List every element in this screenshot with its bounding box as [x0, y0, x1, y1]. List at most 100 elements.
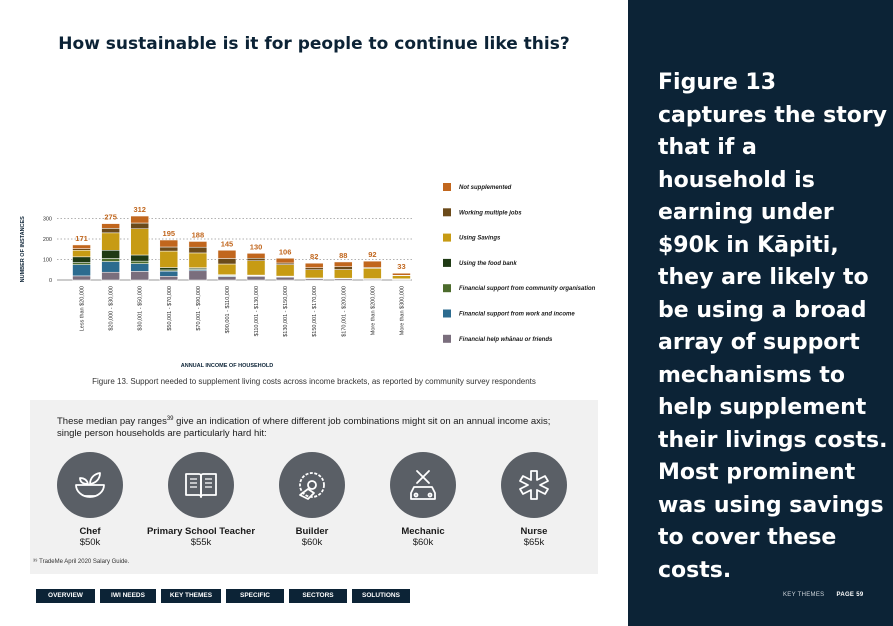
page-footer: KEY THEMES PAGE 59: [783, 592, 863, 598]
medical-star-icon: [519, 470, 549, 500]
chart-title: How sustainable is it for people to cont…: [58, 34, 570, 54]
bar-total-label: 275: [104, 213, 117, 222]
bar-segment: [275, 276, 295, 281]
bar-segment: [101, 223, 120, 229]
nav-sectors[interactable]: SECTORS: [289, 589, 347, 603]
bar-total-label: 145: [221, 239, 234, 248]
bar-segment: [101, 271, 120, 281]
bar-segment: [363, 268, 382, 279]
bar-segment: [130, 228, 149, 256]
job-chef: Chef $50k: [35, 452, 145, 548]
legend-swatch: [443, 334, 451, 343]
bar-total-label: 312: [133, 205, 146, 214]
legend-swatch: [443, 284, 451, 293]
y-tick-label: 0: [49, 278, 52, 284]
y-tick-label: 200: [43, 237, 52, 243]
bar-segment: [72, 264, 91, 277]
bar-segment: [304, 269, 324, 279]
bar-segment: [188, 241, 208, 248]
job-mechanic: Mechanic $60k: [368, 452, 478, 548]
bar-segment: [101, 261, 120, 273]
legend-label: Using Savings: [459, 236, 501, 242]
bar-segment: [334, 266, 353, 270]
bar-segment: [130, 215, 149, 224]
bar-total-label: 171: [75, 234, 88, 243]
bar-total-label: 106: [279, 247, 292, 256]
bar-segment: [246, 260, 266, 276]
bar-segment: [392, 272, 411, 276]
bar-segment: [334, 269, 353, 279]
x-tick-label: $70,001 - $90,000: [196, 286, 202, 331]
nav-solutions[interactable]: SOLUTIONS: [352, 589, 410, 603]
x-tick-label: $30,001 - $50,000: [138, 286, 144, 331]
sidebar-panel: Figure 13 captures the story that if a h…: [628, 0, 893, 626]
bar-total-label: 33: [397, 262, 405, 271]
bar-segment: [275, 258, 295, 264]
saw-icon: [299, 472, 325, 500]
bowl-icon: [75, 472, 105, 498]
stacked-bar-chart: 0 100 200 300 NUMBER OF INSTANCES 171 Less tha…: [20, 183, 596, 369]
bar-total-label: 92: [368, 250, 376, 259]
nav-overview[interactable]: OVERVIEW: [36, 589, 95, 603]
bar-segment: [72, 262, 91, 265]
legend-swatch: [443, 183, 451, 191]
x-tick-label: Less than $20,000: [80, 286, 86, 331]
job-teacher: Primary School Teacher $55k: [146, 452, 256, 548]
y-axis-label: NUMBER OF INSTANCES: [20, 216, 26, 283]
x-tick-label: More than $300,000: [399, 286, 405, 335]
bar-total-label: 88: [339, 251, 347, 260]
x-tick-label: $130,001 - $150,000: [283, 286, 289, 337]
pay-ranges-panel: These median pay ranges39 give an indica…: [30, 400, 598, 574]
sidebar-highlight-text: Figure 13 captures the story that if a h…: [658, 70, 888, 583]
bar-segment: [246, 258, 266, 261]
bar-segment: [72, 250, 91, 258]
bar-segment: [101, 250, 120, 259]
legend-swatch: [443, 309, 451, 318]
x-tick-label: $50,001 - $70,000: [167, 286, 173, 331]
legend-swatch: [443, 258, 451, 267]
bar-segment: [159, 270, 179, 277]
job-builder: Builder $60k: [257, 452, 367, 548]
bar-segment: [101, 228, 120, 234]
legend-label: Financial support from work and income: [459, 312, 575, 318]
bar-segment: [334, 261, 353, 267]
bar-segment: [130, 222, 149, 229]
bar-segment: [101, 232, 120, 251]
bar-segment: [188, 246, 208, 254]
bar-segment: [72, 244, 91, 249]
bar-segment: [130, 271, 149, 281]
bottom-nav: OVERVIEW IWI NEEDS KEY THEMES SPECIFIC G…: [36, 589, 410, 613]
y-tick-label: 100: [43, 258, 52, 264]
bar-segment: [217, 258, 237, 265]
bar-segment: [217, 263, 237, 275]
footer-section: KEY THEMES: [783, 592, 825, 598]
x-tick-label: $150,001 - $170,000: [312, 286, 318, 337]
bar-segment: [159, 276, 179, 281]
nav-key-themes[interactable]: KEY THEMES: [161, 589, 221, 603]
bar-segment: [72, 275, 91, 281]
nav-specific-groups[interactable]: SPECIFIC GROUPS: [226, 589, 284, 613]
x-tick-label: More than $200,000: [370, 286, 376, 335]
y-tick-label: 300: [43, 217, 52, 223]
legend-label: Financial support from community organis…: [459, 286, 596, 292]
legend-swatch: [443, 208, 451, 217]
bar-segment: [217, 250, 237, 259]
bar-segment: [159, 239, 179, 248]
bar-segment: [72, 256, 91, 263]
legend-label: Not supplemented: [459, 185, 512, 191]
bar-segment: [246, 253, 266, 259]
bar-total-label: 188: [192, 230, 205, 239]
bar-segment: [159, 246, 179, 252]
main-page: How sustainable is it for people to cont…: [20, 34, 598, 613]
bar-segment: [130, 263, 149, 272]
bar-segment: [101, 258, 120, 262]
bar-segment: [275, 264, 295, 277]
bar-total-label: 195: [163, 229, 176, 238]
bar-segment: [304, 262, 324, 268]
x-tick-label: $20,000 - $30,000: [109, 286, 115, 331]
legend-label: Financial help whānau or friends: [459, 337, 553, 343]
nav-iwi-needs[interactable]: IWI NEEDS: [100, 589, 156, 603]
x-tick-label: $170,001 - $200,000: [341, 286, 347, 337]
bar-total-label: 82: [310, 252, 318, 261]
bar-segment: [392, 275, 411, 280]
